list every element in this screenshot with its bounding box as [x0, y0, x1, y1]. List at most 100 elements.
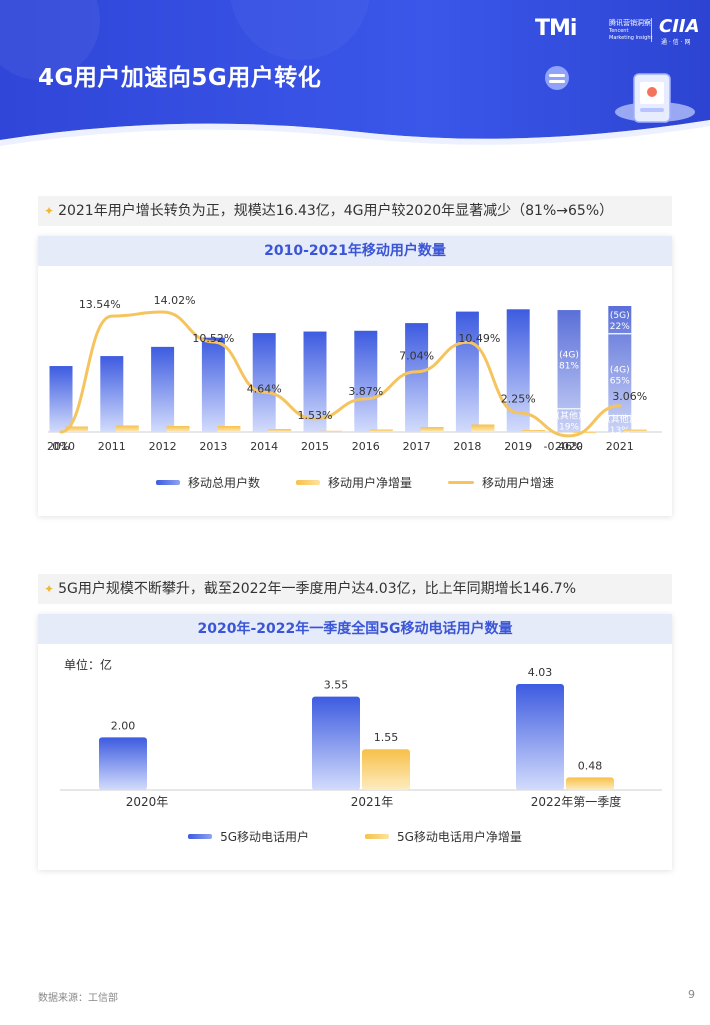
bar-net-2017: [420, 427, 444, 432]
x-tick-label: 2012: [149, 440, 177, 453]
legend-swatch-yellow: [295, 480, 320, 485]
bar-net-2011: [115, 425, 139, 432]
bar-total-2013: [201, 337, 225, 432]
bar-segment-pct-2020: 19%: [559, 422, 579, 432]
page-number: 9: [688, 988, 695, 1001]
growth-rate-label: 10.49%: [458, 332, 500, 345]
legend-5g-net: 5G移动电话用户净增量: [365, 828, 522, 845]
bar-net-2012: [166, 426, 190, 432]
bar-net-2019: [522, 430, 546, 432]
logo-chinese-name: 腾讯营销洞察: [609, 19, 651, 27]
bar-segment-pct-2020: 81%: [559, 361, 579, 371]
bar-net-2018: [471, 424, 495, 432]
ciia-logo-text: CIIA: [659, 16, 700, 37]
x-tick-label: 2011: [98, 440, 126, 453]
bar-segment-label-2021: (5G): [610, 311, 630, 321]
bar-total-2020: [557, 310, 581, 432]
bar-value-label: 3.55: [324, 679, 349, 692]
bar-net-2013: [217, 426, 241, 432]
bar-total-2015: [303, 331, 327, 432]
bar-value-label: 2.00: [111, 719, 136, 732]
legend-5g-users-label: 5G移动电话用户: [220, 830, 309, 844]
legend-swatch-yellow: [365, 834, 389, 839]
chart2-title: 2020年-2022年一季度全国5G移动电话用户数量: [38, 614, 672, 644]
chart1-legend: 移动总用户数 移动用户净增量 移动用户增速: [38, 474, 672, 491]
decorative-phone-illustration: [545, 66, 695, 123]
legend-5g-net-label: 5G移动电话用户净增量: [397, 830, 522, 844]
bar-segment-label-2021: (4G): [610, 366, 630, 376]
bar-total-2017: [405, 323, 429, 432]
data-source-note: 数据来源：工信部: [38, 993, 118, 1004]
bar-5g-users: [312, 696, 360, 790]
chart2-plot: 2.00 2020年 3.55 1.55 2021年 4.03 0.48 2022年第一季度: [60, 666, 662, 809]
x-tick-label: 2021: [606, 440, 634, 453]
bar-5g-users: [99, 737, 147, 790]
x-tick-label: 2020年: [126, 795, 169, 809]
x-tick-label: 2019: [504, 440, 532, 453]
section1-banner: ✦ 2021年用户增长转负为正，规模达16.43亿，4G用户较2020年显著减少（…: [38, 196, 672, 226]
legend-line-yellow: [448, 481, 474, 484]
legend-total-users: 移动总用户数: [155, 474, 260, 491]
logo-english-line1: Tencent: [609, 28, 629, 34]
x-tick-label: 2021年: [351, 795, 394, 809]
bar-net-2010: [65, 426, 88, 432]
bar-total-2016: [354, 330, 378, 432]
chart2-unit-label: 单位：亿: [64, 658, 113, 672]
ciia-logo-subtitle: 通 · 信 · 网: [661, 39, 691, 46]
bar-segment-pct-2021: 65%: [610, 377, 630, 387]
legend-swatch-blue: [188, 834, 213, 839]
growth-rate-label: 10.52%: [192, 332, 234, 345]
bar-segment-label-2021: (其他): [607, 413, 632, 425]
bar-5g-net: [362, 749, 410, 790]
legend-5g-users: 5G移动电话用户: [188, 828, 309, 845]
chart1-panel: 2010-2021年移动用户数量 2010 2011 2012 2013 2014 201…: [38, 236, 672, 516]
page-header: 4G用户加速向5G用户转化 TMi 腾讯营销洞察 Tencent Marketi…: [0, 0, 710, 150]
legend-growth-rate: 移动用户增速: [448, 474, 554, 491]
logo-english-line2: Marketing Insight: [609, 35, 653, 41]
bar-net-2021: [623, 429, 647, 432]
bar-total-2011: [100, 356, 124, 432]
growth-rate-label: -0.46%: [544, 440, 583, 453]
legend-net-label: 移动用户净增量: [327, 476, 412, 490]
bar-segment-label-2020: (其他): [556, 409, 581, 421]
bar-total-2019: [506, 309, 530, 432]
growth-rate-label: 3.87%: [348, 385, 383, 398]
growth-rate-label: 0%: [52, 440, 69, 453]
growth-rate-label: 13.54%: [79, 298, 121, 311]
bar-segment-pct-2021: 22%: [610, 322, 630, 332]
growth-rate-label: 14.02%: [154, 294, 196, 307]
bar-5g-users: [516, 684, 564, 790]
chart2-legend: 5G移动电话用户 5G移动电话用户净增量: [38, 828, 672, 845]
tmi-logo-text: TMi: [535, 16, 577, 41]
x-tick-label: 2022年第一季度: [531, 794, 622, 809]
bar-total-2014: [252, 333, 276, 432]
page-title: 4G用户加速向5G用户转化: [38, 65, 322, 91]
bar-value-label: 4.03: [528, 666, 553, 679]
bar-segment-pct-2021: 13%: [610, 426, 630, 436]
bar-net-2016: [369, 429, 393, 432]
section1-banner-text: 2021年用户增长转负为正，规模达16.43亿，4G用户较2020年显著减少（8…: [58, 203, 614, 219]
bar-value-label: 0.48: [578, 759, 603, 772]
chart1-title: 2010-2021年移动用户数量: [38, 236, 672, 266]
legend-swatch-blue: [155, 480, 180, 485]
bar-segment-label-2020: (4G): [559, 350, 579, 360]
x-tick-label: 2010: [47, 440, 75, 453]
x-tick-label: 2015: [301, 440, 329, 453]
legend-total-label: 移动总用户数: [187, 476, 260, 490]
growth-rate-label: 7.04%: [399, 350, 434, 363]
section2-banner: ✦ 5G用户规模不断攀升，截至2022年一季度用户达4.03亿，比上年同期增长14…: [38, 574, 672, 604]
sparkle-icon: ✦: [44, 582, 55, 596]
x-tick-label: 2020: [555, 440, 583, 453]
growth-rate-label: 4.64%: [247, 382, 282, 395]
x-tick-label: 2013: [199, 440, 227, 453]
section2-banner-text: 5G用户规模不断攀升，截至2022年一季度用户达4.03亿，比上年同期增长146…: [58, 581, 576, 597]
bar-total-2021: [608, 306, 632, 432]
sparkle-icon: ✦: [44, 204, 55, 218]
legend-growth-label: 移动用户增速: [482, 476, 555, 490]
x-tick-label: 2016: [352, 440, 380, 453]
bar-value-label: 1.55: [374, 731, 399, 744]
chart2-panel: 2020年-2022年一季度全国5G移动电话用户数量 单位：亿 2.00 2020…: [38, 614, 672, 870]
growth-rate-label: 2.25%: [501, 393, 536, 406]
growth-rate-line: [59, 310, 622, 438]
bar-total-2010: [49, 366, 73, 432]
